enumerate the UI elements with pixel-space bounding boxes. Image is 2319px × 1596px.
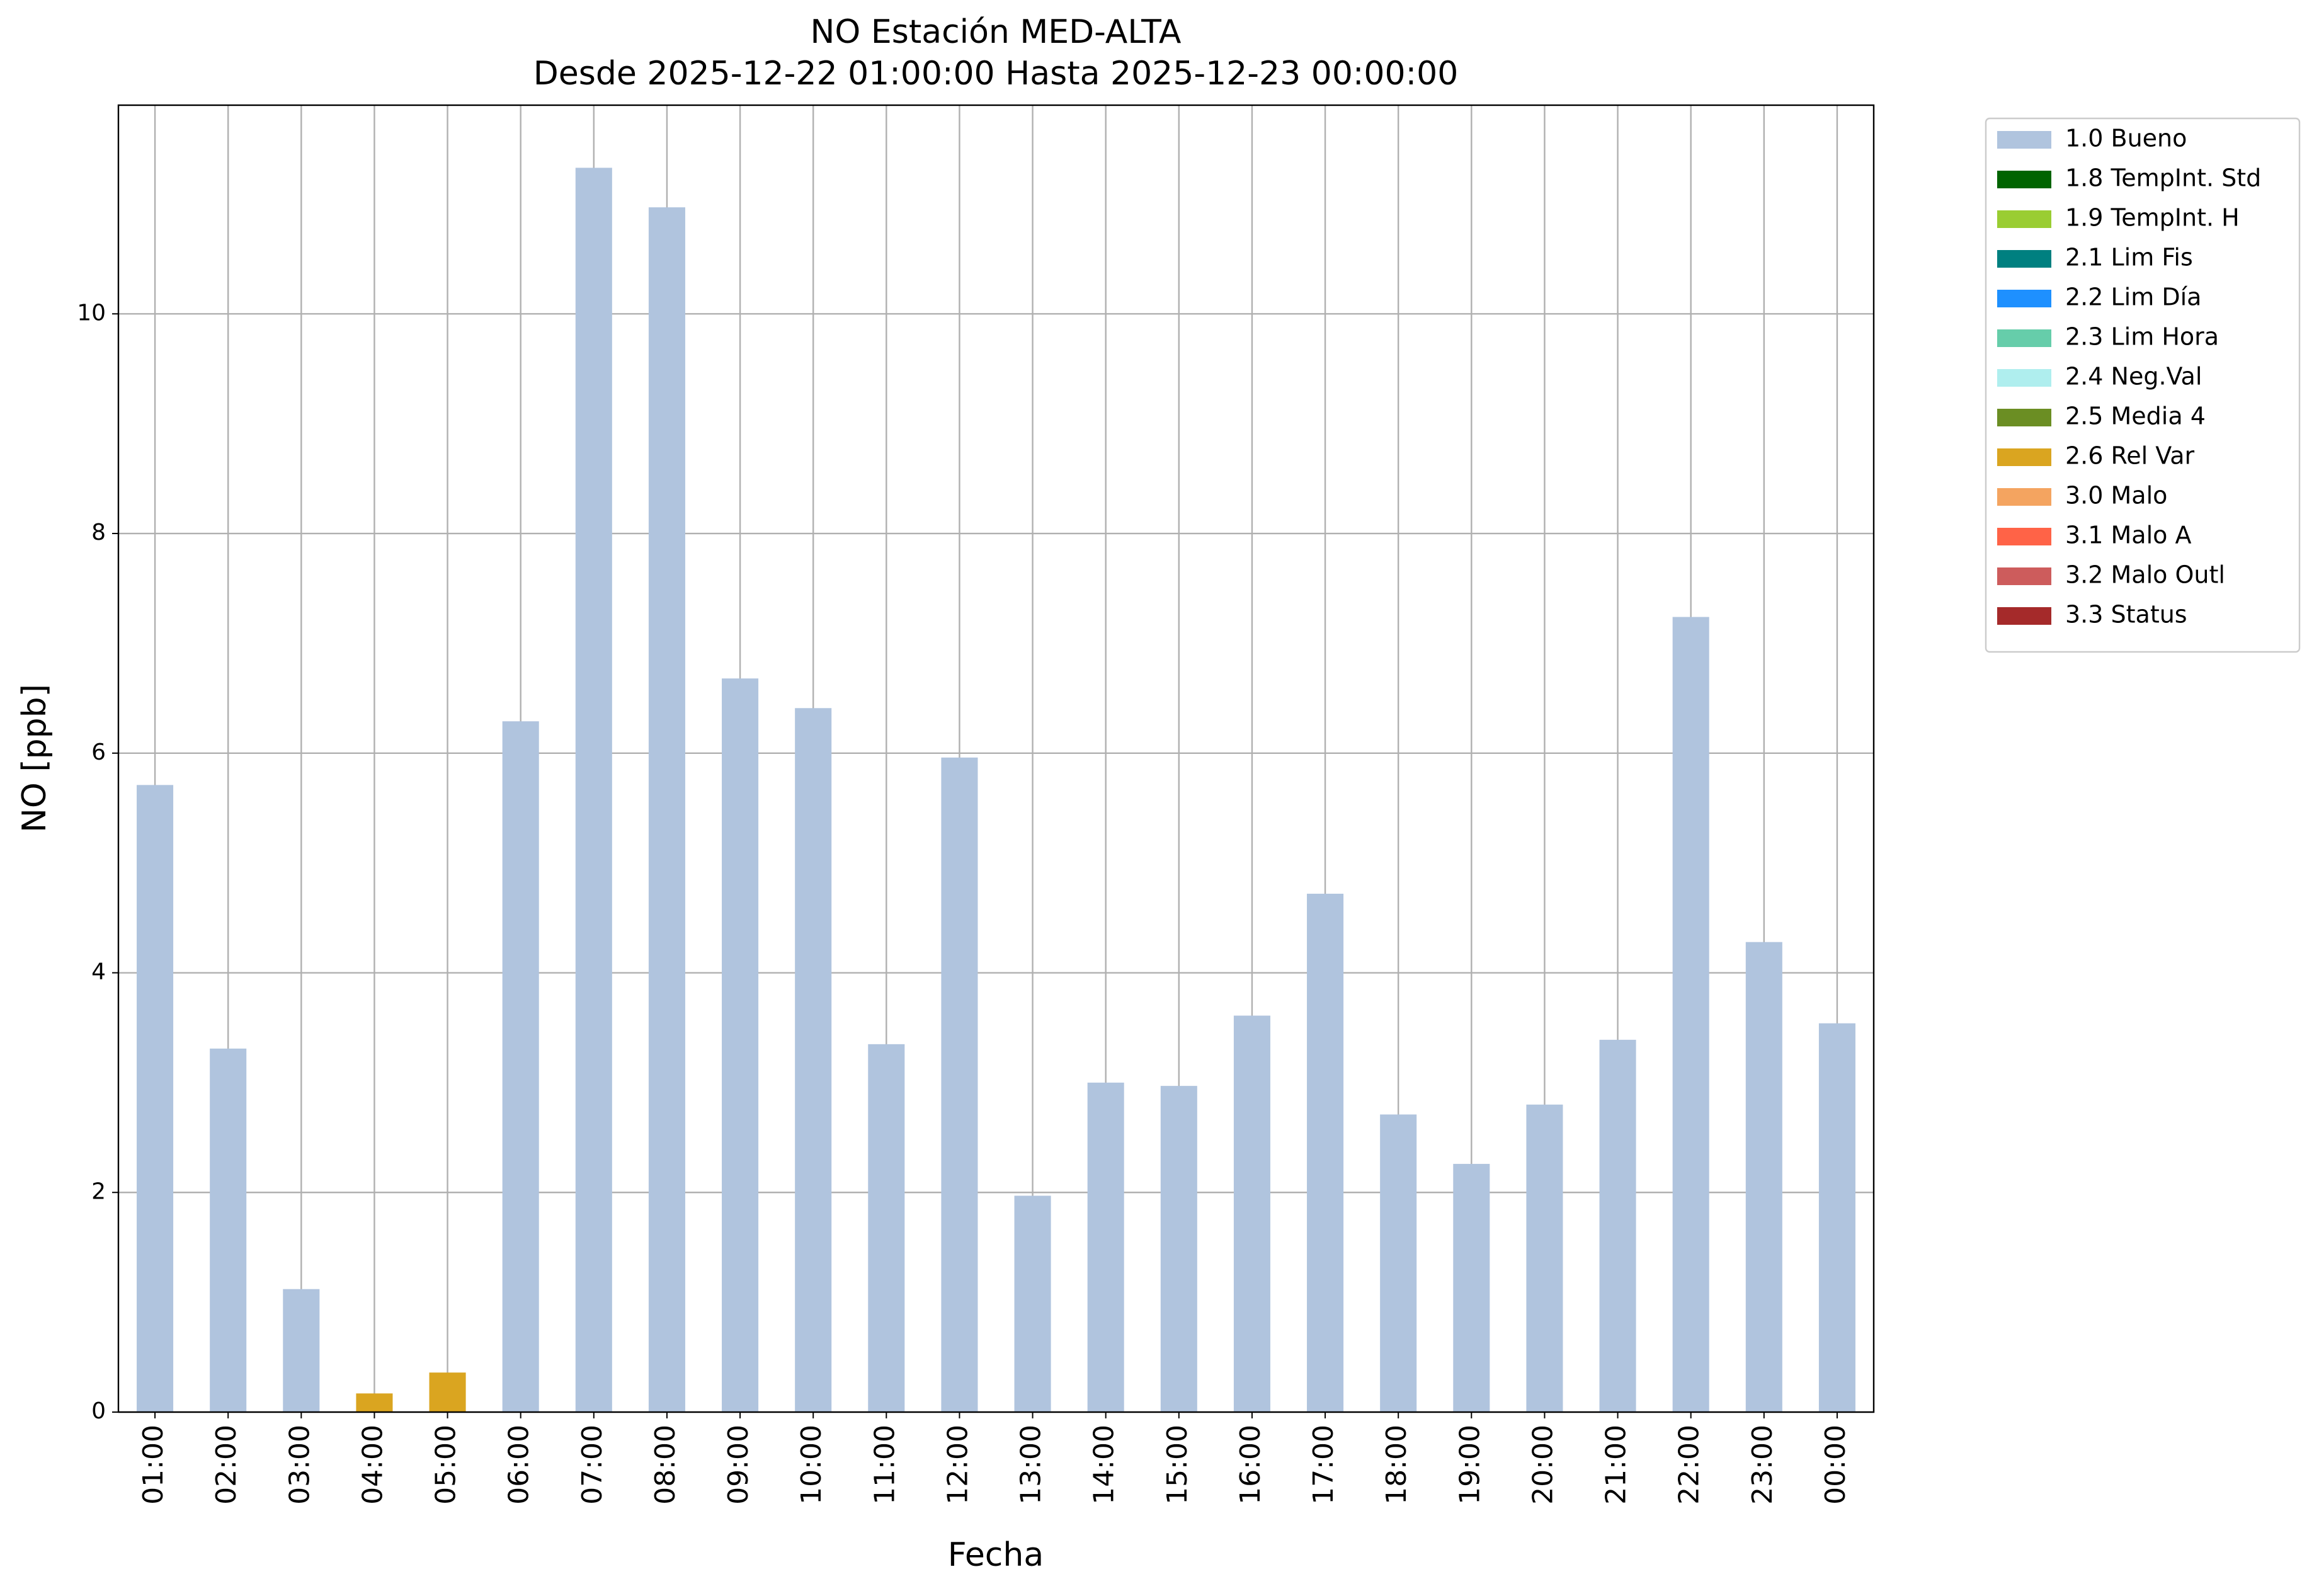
x-tick-label: 13:00 [1015, 1425, 1047, 1505]
y-tick-label: 2 [91, 1178, 106, 1204]
bar [502, 721, 539, 1412]
x-tick-label: 16:00 [1234, 1425, 1267, 1505]
x-tick-label: 05:00 [430, 1425, 462, 1505]
plot-frame [117, 104, 1875, 1413]
x-tick-label: 22:00 [1673, 1425, 1706, 1505]
legend-label: 2.4 Neg.Val [2065, 363, 2202, 390]
legend-label: 1.8 TempInt. Std [2065, 164, 2261, 192]
x-tick-label: 09:00 [722, 1425, 755, 1505]
x-tick-label: 03:00 [283, 1425, 316, 1505]
y-tick-label: 6 [91, 739, 106, 765]
legend-label: 1.9 TempInt. H [2065, 204, 2240, 232]
legend-swatch [1997, 131, 2051, 149]
bar [1818, 1023, 1855, 1412]
legend-swatch [1997, 409, 2051, 426]
x-tick-label: 08:00 [649, 1425, 681, 1505]
bar [868, 1044, 905, 1412]
legend-swatch [1997, 250, 2051, 268]
bar [1307, 893, 1344, 1412]
legend-label: 1.0 Bueno [2065, 125, 2187, 152]
legend-label: 2.2 Lim Día [2065, 283, 2201, 311]
legend-box [1985, 117, 2301, 653]
legend-swatch [1997, 369, 2051, 387]
legend-swatch [1997, 607, 2051, 625]
x-tick-label: 17:00 [1308, 1425, 1340, 1505]
x-tick-label: 21:00 [1600, 1425, 1632, 1505]
bar [795, 708, 832, 1412]
chart-title: NO Estación MED-ALTA [811, 13, 1182, 51]
bar [575, 168, 612, 1412]
bar [1160, 1086, 1197, 1412]
bar [1599, 1039, 1636, 1412]
bar [1087, 1082, 1124, 1412]
x-tick-label: 06:00 [503, 1425, 535, 1505]
legend-label: 3.2 Malo Outl [2065, 561, 2225, 589]
x-tick-label: 00:00 [1820, 1425, 1852, 1505]
x-tick-label: 02:00 [210, 1425, 242, 1505]
bars [137, 168, 1855, 1413]
bar [429, 1372, 466, 1412]
bar [283, 1289, 320, 1412]
bar [1745, 942, 1782, 1412]
x-tick-label: 11:00 [869, 1425, 901, 1505]
x-tick-label: 15:00 [1161, 1425, 1194, 1505]
bar [1380, 1114, 1417, 1412]
legend-swatch [1997, 528, 2051, 545]
legend-label: 2.5 Media 4 [2065, 402, 2206, 430]
y-tick-label: 8 [91, 520, 106, 545]
bar [1014, 1195, 1051, 1412]
x-tick-label: 18:00 [1381, 1425, 1413, 1505]
x-tick-label: 04:00 [356, 1425, 389, 1505]
legend-swatch [1997, 329, 2051, 347]
x-tick-label: 19:00 [1454, 1425, 1486, 1505]
x-tick-label: 07:00 [576, 1425, 608, 1505]
y-tick-label: 10 [77, 300, 106, 326]
bar [722, 678, 759, 1412]
bar [1672, 617, 1709, 1413]
bar [941, 757, 978, 1412]
y-axis-label: NO [ppb] [16, 684, 54, 833]
chart-subtitle: Desde 2025-12-22 01:00:00 Hasta 2025-12-… [533, 55, 1459, 93]
x-tick-label: 12:00 [942, 1425, 974, 1505]
bar [1453, 1163, 1490, 1412]
bar [356, 1393, 393, 1412]
legend-swatch [1997, 448, 2051, 466]
legend-swatch [1997, 488, 2051, 506]
legend-label: 2.3 Lim Hora [2065, 323, 2219, 351]
bar [648, 207, 685, 1413]
bar [210, 1048, 247, 1412]
legend-swatch [1997, 290, 2051, 307]
legend-swatch [1997, 567, 2051, 585]
legend-label: 2.1 Lim Fis [2065, 244, 2193, 271]
legend-label: 3.0 Malo [2065, 482, 2167, 510]
bar [137, 785, 174, 1412]
legend-swatch [1997, 210, 2051, 228]
x-tick-label: 10:00 [795, 1425, 828, 1505]
y-tick-label: 4 [91, 959, 106, 985]
x-axis-label: Fecha [948, 1536, 1044, 1574]
bar [1526, 1104, 1563, 1412]
legend-label: 2.6 Rel Var [2065, 442, 2195, 470]
legend-label: 3.3 Status [2065, 601, 2187, 629]
x-tick-label: 14:00 [1088, 1425, 1120, 1505]
legend-swatch [1997, 171, 2051, 188]
x-tick-label: 01:00 [137, 1425, 169, 1505]
y-tick-label: 0 [91, 1398, 106, 1424]
x-tick-label: 20:00 [1527, 1425, 1559, 1505]
bar [1233, 1015, 1270, 1412]
legend-label: 3.1 Malo A [2065, 522, 2191, 549]
x-tick-label: 23:00 [1746, 1425, 1779, 1505]
